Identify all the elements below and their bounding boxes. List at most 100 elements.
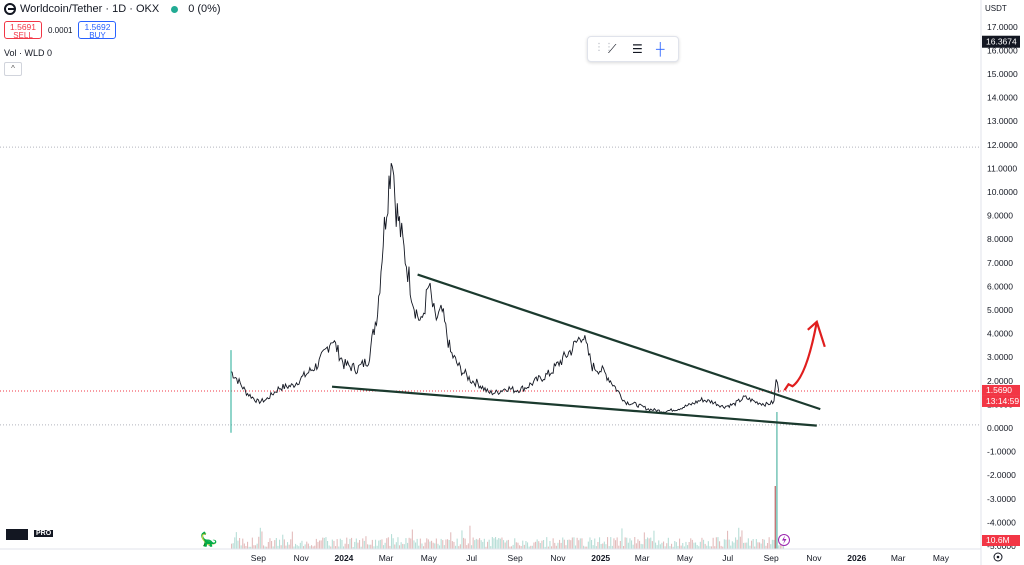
- volume-bar: [515, 542, 517, 549]
- volume-bar: [359, 540, 361, 549]
- price-axis[interactable]: 17.0000 16.0000 15.0000 14.0000 13.0000 12.00…: [987, 22, 1018, 551]
- price-tick-label: 3.0000: [987, 352, 1013, 362]
- volume-bar: [688, 542, 690, 549]
- time-tick-label: May: [933, 553, 950, 563]
- volume-bar: [379, 539, 381, 549]
- volume-bar: [255, 545, 257, 549]
- collapse-legend-button[interactable]: ^: [4, 62, 22, 76]
- volume-bar: [378, 540, 380, 549]
- time-tick-label: Sep: [251, 553, 266, 563]
- price-tick-label: -3.0000: [987, 494, 1016, 504]
- volume-bar: [685, 541, 687, 549]
- time-tick-label: Nov: [294, 553, 310, 563]
- upper-trendline[interactable]: [417, 273, 821, 411]
- volume-bar: [312, 546, 314, 549]
- volume-bar: [605, 544, 607, 549]
- currency-label[interactable]: USDT: [985, 4, 1007, 13]
- volume-bar: [275, 538, 277, 549]
- volume-bar: [509, 546, 511, 549]
- volume-bar: [704, 543, 706, 549]
- sell-button[interactable]: 1.5691 SELL: [4, 21, 42, 40]
- volume-bar: [322, 537, 324, 549]
- lower-trendline[interactable]: [331, 385, 817, 427]
- volume-bar: [576, 537, 578, 549]
- symbol-title[interactable]: Worldcoin/Tether · 1D · OKX: [20, 3, 160, 15]
- volume-bar: [754, 546, 756, 549]
- volume-bar: [635, 543, 637, 549]
- volume-bar: [752, 539, 754, 549]
- spread-value: 0.0001: [48, 25, 73, 35]
- volume-bar: [367, 544, 369, 549]
- volume-bar: [744, 542, 746, 549]
- volume-bar: [629, 538, 631, 549]
- tradingview-logo[interactable]: PRO: [6, 529, 54, 541]
- drag-handle-icon[interactable]: ⋮⋮: [594, 42, 614, 53]
- volume-bar: [349, 538, 351, 549]
- volume-bar: [459, 544, 461, 549]
- buy-button[interactable]: 1.5692 BUY: [78, 21, 117, 40]
- settings-gear-icon[interactable]: [993, 552, 1003, 562]
- volume-bar: [643, 532, 645, 549]
- volume-bar: [240, 545, 242, 549]
- crosshair-icon[interactable]: ┼: [656, 42, 665, 56]
- volume-bar: [386, 538, 388, 549]
- volume-bar: [597, 542, 599, 549]
- volume-bar: [624, 537, 626, 549]
- volume-bar: [714, 546, 716, 549]
- volume-bar: [373, 546, 375, 549]
- volume-bar: [248, 546, 250, 549]
- volume-bar: [731, 541, 733, 549]
- volume-bar: [631, 540, 633, 549]
- price-tick-label: 10.0000: [987, 187, 1018, 197]
- volume-bar: [531, 545, 533, 549]
- volume-bar: [296, 545, 298, 549]
- volume-bar: [498, 538, 500, 549]
- volume-bar: [720, 545, 722, 549]
- volume-bar: [432, 542, 434, 549]
- lightning-icon[interactable]: [778, 534, 790, 546]
- volume-bar: [242, 538, 244, 549]
- volume-bar: [706, 545, 708, 549]
- volume-bar: [666, 543, 668, 549]
- volume-bar: [771, 539, 773, 549]
- volume-bar: [448, 540, 450, 549]
- time-tick-label: Nov: [550, 553, 566, 563]
- price-tick-label: 16.0000: [987, 45, 1018, 55]
- volume-bar: [231, 543, 233, 549]
- volume-bar: [595, 546, 597, 549]
- volume-bar: [426, 538, 428, 549]
- time-axis[interactable]: Sep Nov 2024 Mar May Jul Sep Nov 2025 Mar May Jul Se…: [251, 553, 950, 563]
- volume-bar: [400, 542, 402, 549]
- volume-bar: [648, 538, 650, 549]
- volume-bar: [575, 545, 577, 549]
- volume-bar: [391, 534, 393, 549]
- breakout-arrow[interactable]: [783, 321, 818, 391]
- volume-bar: [288, 544, 290, 549]
- sell-price: 1.5691: [10, 22, 36, 32]
- volume-bar: [568, 539, 570, 549]
- trendline-icon[interactable]: ⟋: [608, 42, 617, 56]
- volume-bar: [474, 540, 476, 549]
- volume-bar: [751, 540, 753, 549]
- volume-bar: [264, 546, 266, 549]
- volume-legend[interactable]: Vol · WLD 0: [4, 48, 52, 58]
- volume-bar: [503, 540, 505, 549]
- volume-bar: [573, 537, 575, 549]
- volume-bar: [501, 537, 503, 549]
- price-tick-label: 13.0000: [987, 116, 1018, 126]
- volume-bar: [711, 546, 713, 549]
- volume-bar: [352, 547, 354, 549]
- volume-bar: [755, 539, 757, 549]
- volume-bar: [674, 541, 676, 549]
- object-tree-icon[interactable]: ☰: [632, 42, 643, 56]
- market-status-dot-icon[interactable]: [171, 5, 179, 13]
- volume-bar: [479, 538, 481, 549]
- volume-bar: [504, 542, 506, 549]
- volume-bar: [314, 545, 316, 549]
- volume-tag: 10.6M: [986, 535, 1010, 545]
- volume-bar: [735, 537, 737, 549]
- volume-bar: [507, 539, 509, 549]
- time-tick-label: May: [421, 553, 438, 563]
- volume-bar: [600, 544, 602, 549]
